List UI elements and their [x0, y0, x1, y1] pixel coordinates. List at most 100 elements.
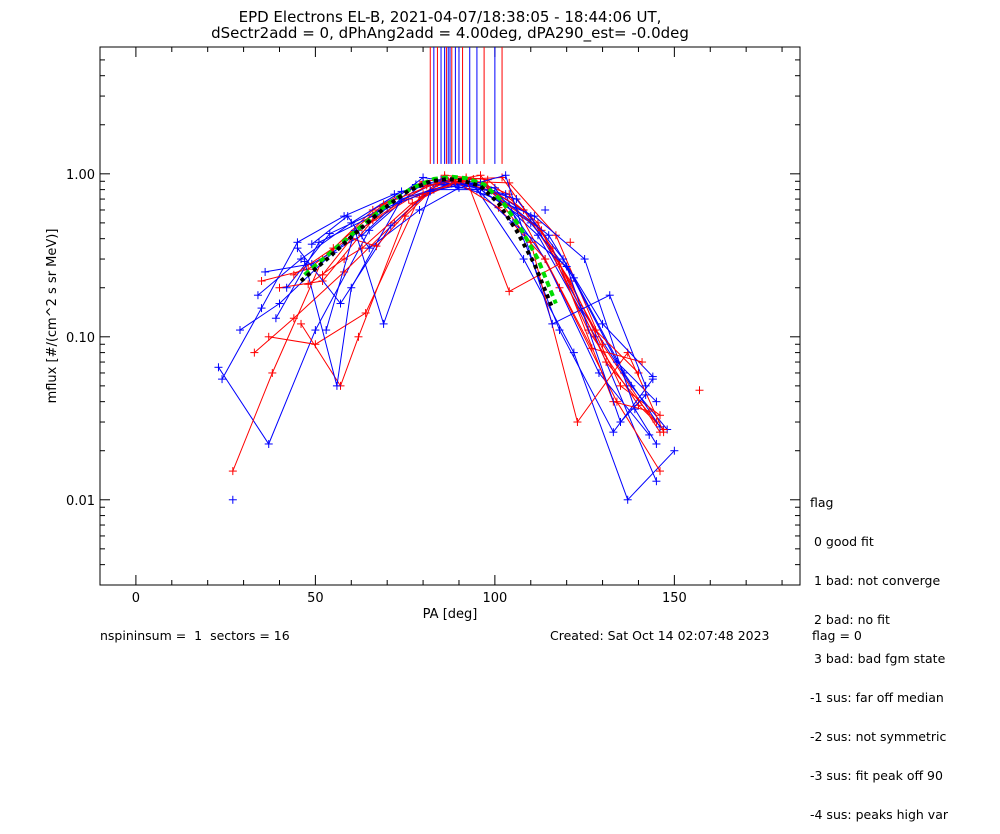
flag-legend: flag 0 good fit 1 bad: not converge 2 ba… [810, 470, 948, 834]
data-point [257, 304, 266, 313]
data-point [289, 314, 298, 323]
legend-item: -4 sus: peaks high var [810, 807, 949, 822]
data-point [605, 291, 614, 300]
data-point [311, 326, 320, 335]
data-point [314, 238, 323, 247]
data-point [645, 407, 654, 416]
data-point [268, 368, 277, 377]
series-line [239, 182, 668, 430]
data-point [641, 381, 650, 390]
data-point [562, 262, 571, 271]
data-point [325, 229, 334, 238]
series-line [268, 180, 661, 433]
data-point [218, 375, 227, 384]
chart-title-line1: EPD Electrons EL-B, 2021-04-07/18:38:05 … [238, 8, 662, 26]
data-point [271, 314, 280, 323]
data-point [307, 240, 316, 249]
data-point [551, 231, 560, 240]
series-line [254, 174, 664, 430]
data-point [358, 244, 367, 253]
x-axis-label: PA [deg] [423, 607, 478, 622]
series-line [275, 176, 657, 403]
data-point [598, 319, 607, 328]
data-point [541, 255, 550, 264]
data-point [214, 363, 223, 372]
x-tick-label: 50 [307, 591, 324, 606]
y-axis-label: mflux [#/(cm^2 s sr MeV)] [45, 229, 60, 404]
axes: 0 50 100 150 PA [deg] 0.01 0.10 1.00 mflux [#/(c… [45, 46, 801, 622]
data-point [347, 283, 356, 292]
data-point [548, 319, 557, 328]
data-point [519, 255, 528, 264]
data-point [623, 495, 632, 504]
data-point [275, 299, 284, 308]
data-point [537, 226, 546, 235]
data-point [659, 428, 668, 437]
data-point [512, 195, 521, 204]
data-point [573, 418, 582, 427]
footer-left: nspininsum = 1 sectors = 16 [100, 628, 290, 643]
data-point [228, 467, 237, 476]
data-point [228, 495, 237, 504]
series-line [286, 189, 661, 428]
data-point [670, 446, 679, 455]
data-point [261, 267, 270, 276]
data-point [648, 372, 657, 381]
data-point [541, 205, 550, 214]
data-point [566, 238, 575, 247]
data-point [361, 308, 370, 317]
data-point [501, 190, 510, 199]
data-point [609, 428, 618, 437]
data-point [598, 340, 607, 349]
data-point [253, 291, 262, 300]
data-point [322, 326, 331, 335]
plot-area: 0 50 100 150 PA [deg] 0.01 0.10 1.00 mflux [#/(c… [45, 46, 801, 622]
data-point [379, 319, 388, 328]
y-tick-label: 1.00 [66, 168, 95, 183]
data-point [275, 283, 284, 292]
data-point [616, 381, 625, 390]
data-point [293, 244, 302, 253]
y-tick-label: 0.10 [66, 331, 95, 346]
data-point [318, 270, 327, 279]
footer-created: Created: Sat Oct 14 02:07:48 2023 [550, 628, 770, 643]
x-tick-label: 150 [662, 591, 687, 606]
y-tick-label: 0.01 [66, 494, 95, 509]
legend-item: -3 sus: fit peak off 90 [810, 768, 943, 783]
series-line [300, 176, 639, 388]
data-point [343, 212, 352, 221]
data-point [501, 171, 510, 180]
data-point [634, 368, 643, 377]
data-point [641, 390, 650, 399]
data-point [591, 326, 600, 335]
data-point [297, 319, 306, 328]
x-tick-label: 0 [132, 591, 140, 606]
data-point [365, 244, 374, 253]
series-line [311, 174, 647, 387]
data-point [656, 467, 664, 476]
data-point [652, 477, 661, 486]
data-point [289, 270, 298, 279]
legend-item: -2 sus: not symmetric [810, 729, 947, 744]
data-point [264, 332, 273, 341]
data-point [530, 212, 539, 221]
data-point [257, 276, 266, 285]
data-point [505, 287, 514, 296]
data-point [419, 190, 428, 199]
x-tick-label: 100 [482, 591, 507, 606]
legend-item: 3 bad: bad fgm state [810, 651, 946, 666]
legend-item: 2 bad: no fit [810, 612, 890, 627]
data-point [415, 205, 424, 214]
data-point [332, 381, 341, 390]
data-point [544, 231, 553, 240]
data-point [656, 411, 664, 420]
legend-item: 1 bad: not converge [810, 573, 941, 588]
data-marks [214, 47, 704, 504]
legend-item: 0 good fit [810, 534, 874, 549]
series-line [261, 176, 657, 423]
data-point [580, 255, 589, 264]
data-point [426, 187, 435, 196]
legend-item: -1 sus: far off median [810, 690, 944, 705]
data-point [695, 386, 704, 395]
data-point [638, 358, 647, 367]
